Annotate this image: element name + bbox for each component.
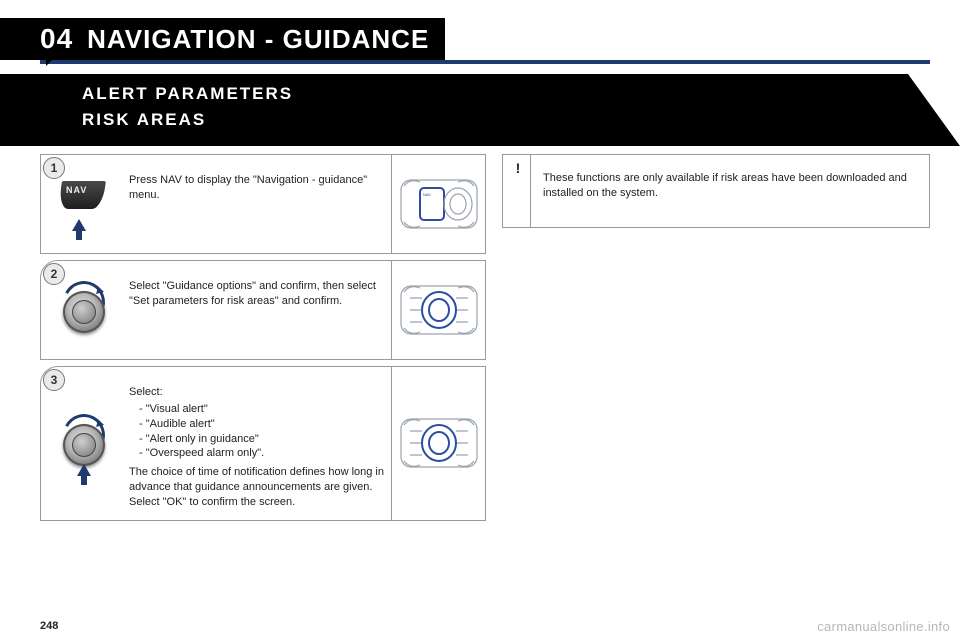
step-3-tail2: Select "OK" to confirm the screen. xyxy=(129,495,385,510)
chapter-title: NAVIGATION - GUIDANCE xyxy=(87,24,429,55)
info-column: ! These functions are only available if … xyxy=(502,154,930,228)
watermark: carmanualsonline.info xyxy=(817,619,950,634)
screen-schematic-icon xyxy=(391,261,485,359)
step-3-tail1: The choice of time of notification defin… xyxy=(129,465,385,495)
subtitle-line-1: ALERT PARAMETERS xyxy=(82,84,293,104)
content-area: 1 NAV Press NAV to display the "Navigati… xyxy=(40,154,930,527)
step-1-text: Press NAV to display the "Navigation - g… xyxy=(127,155,391,253)
step-badge: 2 xyxy=(43,263,65,285)
press-arrow-icon xyxy=(72,219,86,231)
subtitle-line-2: RISK AREAS xyxy=(82,110,293,130)
chapter-number: 04 xyxy=(40,23,73,55)
manual-page: 04 NAVIGATION - GUIDANCE ALERT PARAMETER… xyxy=(0,0,960,640)
page-number: 248 xyxy=(40,620,58,632)
subtitle-bar: ALERT PARAMETERS RISK AREAS xyxy=(40,74,930,150)
chapter-notch xyxy=(46,60,52,66)
nav-label: NAV xyxy=(66,185,87,195)
step-3-text: Select: "Visual alert" "Audible alert" "… xyxy=(127,367,391,520)
step-badge: 3 xyxy=(43,369,65,391)
step-3-options: "Visual alert" "Audible alert" "Alert on… xyxy=(129,402,385,461)
steps-column: 1 NAV Press NAV to display the "Navigati… xyxy=(40,154,486,527)
svg-text:NAV: NAV xyxy=(423,192,431,197)
step-1: 1 NAV Press NAV to display the "Navigati… xyxy=(40,154,486,254)
step-badge: 1 xyxy=(43,157,65,179)
step-3: 3 Select: "Visual xyxy=(40,366,486,521)
screen-schematic-icon: NAV xyxy=(391,155,485,253)
chapter-tab: 04 NAVIGATION - GUIDANCE xyxy=(0,18,445,60)
step-2: 2 Select "Guidance options" and confirm,… xyxy=(40,260,486,360)
screen-schematic-icon xyxy=(391,367,485,520)
step-2-text: Select "Guidance options" and confirm, t… xyxy=(127,261,391,359)
info-box: ! These functions are only available if … xyxy=(502,154,930,228)
chapter-rule xyxy=(40,60,930,64)
info-text: These functions are only available if ri… xyxy=(503,155,929,214)
alert-icon: ! xyxy=(509,159,527,177)
chapter-header: 04 NAVIGATION - GUIDANCE xyxy=(40,18,930,68)
press-arrow-icon xyxy=(77,464,91,476)
